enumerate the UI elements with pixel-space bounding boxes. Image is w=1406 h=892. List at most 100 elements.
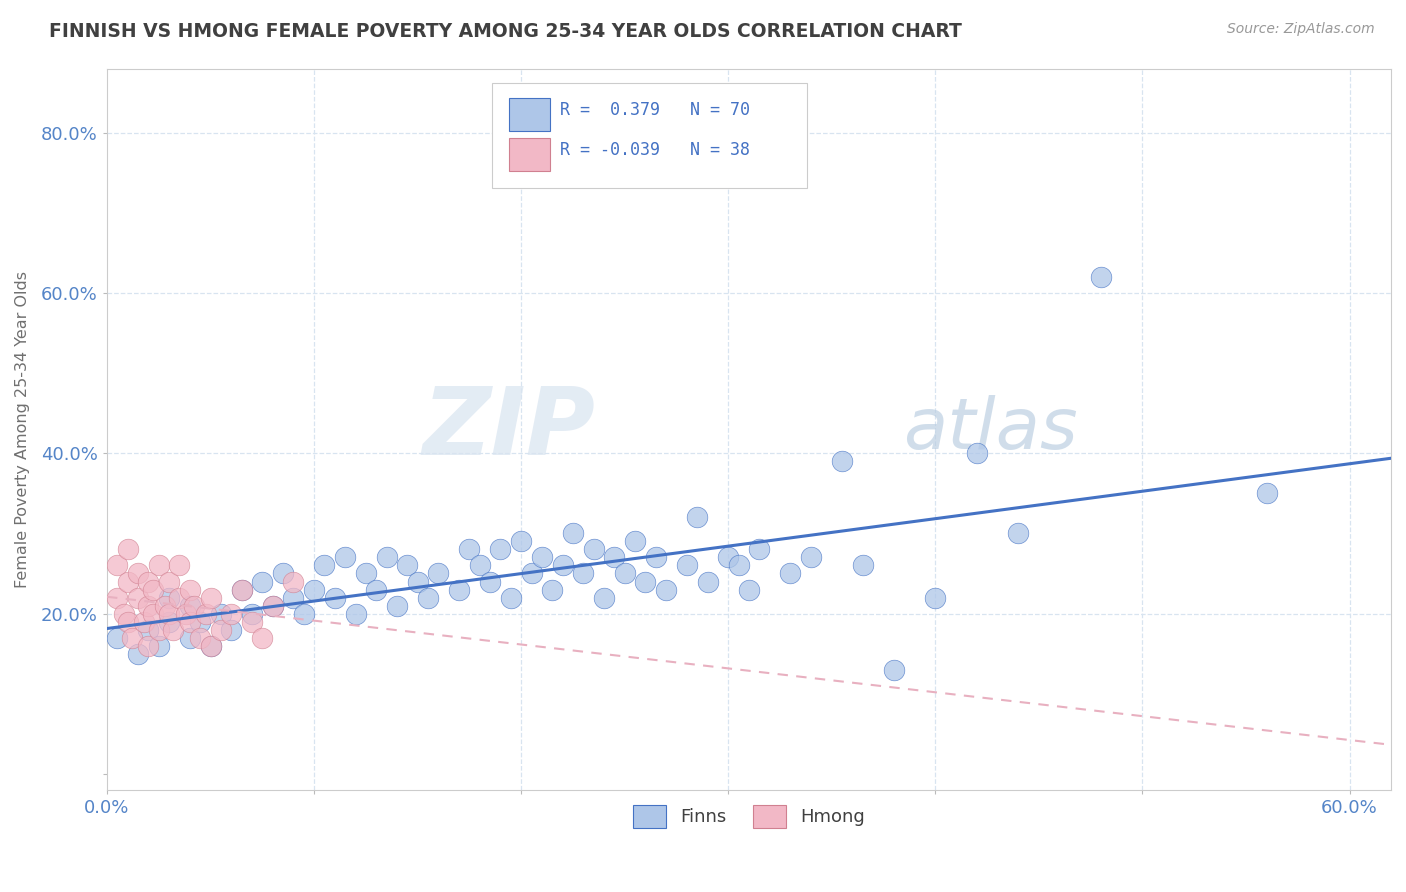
Point xyxy=(831,454,853,468)
Point xyxy=(283,591,305,605)
FancyBboxPatch shape xyxy=(509,98,550,131)
Point xyxy=(966,446,988,460)
Point xyxy=(1256,486,1278,500)
Point xyxy=(127,647,149,661)
Point xyxy=(676,558,699,573)
Point xyxy=(562,526,585,541)
Point xyxy=(200,639,222,653)
Point xyxy=(148,639,170,653)
Point xyxy=(200,639,222,653)
Point xyxy=(416,591,439,605)
Point xyxy=(510,534,533,549)
Point xyxy=(162,623,184,637)
Point xyxy=(1007,526,1029,541)
Point xyxy=(449,582,471,597)
Point xyxy=(541,582,564,597)
Point xyxy=(302,582,325,597)
Point xyxy=(479,574,502,589)
Point xyxy=(138,599,160,613)
Point xyxy=(179,615,201,629)
Point xyxy=(385,599,408,613)
Point xyxy=(271,566,294,581)
Point xyxy=(624,534,647,549)
Point xyxy=(634,574,657,589)
Text: R = -0.039   N = 38: R = -0.039 N = 38 xyxy=(560,141,751,159)
Point xyxy=(354,566,377,581)
Point xyxy=(375,550,398,565)
Point xyxy=(138,639,160,653)
Point xyxy=(924,591,946,605)
Point xyxy=(157,591,180,605)
Point xyxy=(142,582,165,597)
Point xyxy=(644,550,666,565)
FancyBboxPatch shape xyxy=(509,137,550,171)
Point xyxy=(738,582,761,597)
Point xyxy=(157,607,180,621)
Point xyxy=(572,566,595,581)
Point xyxy=(252,631,274,645)
Point xyxy=(105,631,128,645)
Point xyxy=(396,558,419,573)
Point xyxy=(195,607,218,621)
Point xyxy=(458,542,481,557)
Point xyxy=(240,615,263,629)
Point xyxy=(655,582,678,597)
Point xyxy=(406,574,429,589)
Text: R =  0.379   N = 70: R = 0.379 N = 70 xyxy=(560,102,751,120)
Point xyxy=(231,582,253,597)
Point xyxy=(489,542,512,557)
Point xyxy=(344,607,367,621)
Point xyxy=(686,510,709,524)
Y-axis label: Female Poverty Among 25-34 Year Olds: Female Poverty Among 25-34 Year Olds xyxy=(15,270,30,588)
Point xyxy=(209,607,232,621)
Point xyxy=(117,615,139,629)
Point xyxy=(105,558,128,573)
Point xyxy=(153,599,176,613)
Point xyxy=(582,542,605,557)
Text: FINNISH VS HMONG FEMALE POVERTY AMONG 25-34 YEAR OLDS CORRELATION CHART: FINNISH VS HMONG FEMALE POVERTY AMONG 25… xyxy=(49,22,962,41)
Point xyxy=(174,607,197,621)
Legend: Finns, Hmong: Finns, Hmong xyxy=(626,797,872,835)
Point xyxy=(157,615,180,629)
Point xyxy=(134,615,156,629)
Text: ZIP: ZIP xyxy=(422,384,595,475)
Point xyxy=(252,574,274,589)
Point xyxy=(148,558,170,573)
Point xyxy=(209,623,232,637)
Point xyxy=(179,631,201,645)
Point xyxy=(105,591,128,605)
Point xyxy=(323,591,346,605)
Point xyxy=(138,574,160,589)
Point xyxy=(262,599,284,613)
Point xyxy=(499,591,522,605)
Point xyxy=(717,550,740,565)
Point xyxy=(852,558,875,573)
Point xyxy=(188,631,211,645)
Point xyxy=(112,607,135,621)
Point xyxy=(179,599,201,613)
FancyBboxPatch shape xyxy=(492,83,807,187)
Point xyxy=(800,550,823,565)
Point xyxy=(292,607,315,621)
Point xyxy=(138,623,160,637)
Text: atlas: atlas xyxy=(903,395,1078,464)
Point xyxy=(283,574,305,589)
Point xyxy=(530,550,553,565)
Point xyxy=(127,591,149,605)
Point xyxy=(240,607,263,621)
Point xyxy=(179,582,201,597)
Point xyxy=(200,591,222,605)
Point xyxy=(366,582,388,597)
Point xyxy=(231,582,253,597)
Point xyxy=(696,574,718,589)
Point xyxy=(262,599,284,613)
Point xyxy=(121,631,143,645)
Point xyxy=(157,574,180,589)
Point xyxy=(613,566,636,581)
Point xyxy=(748,542,770,557)
Point xyxy=(183,599,205,613)
Point xyxy=(427,566,450,581)
Point xyxy=(468,558,491,573)
Point xyxy=(219,623,242,637)
Point xyxy=(1090,269,1112,284)
